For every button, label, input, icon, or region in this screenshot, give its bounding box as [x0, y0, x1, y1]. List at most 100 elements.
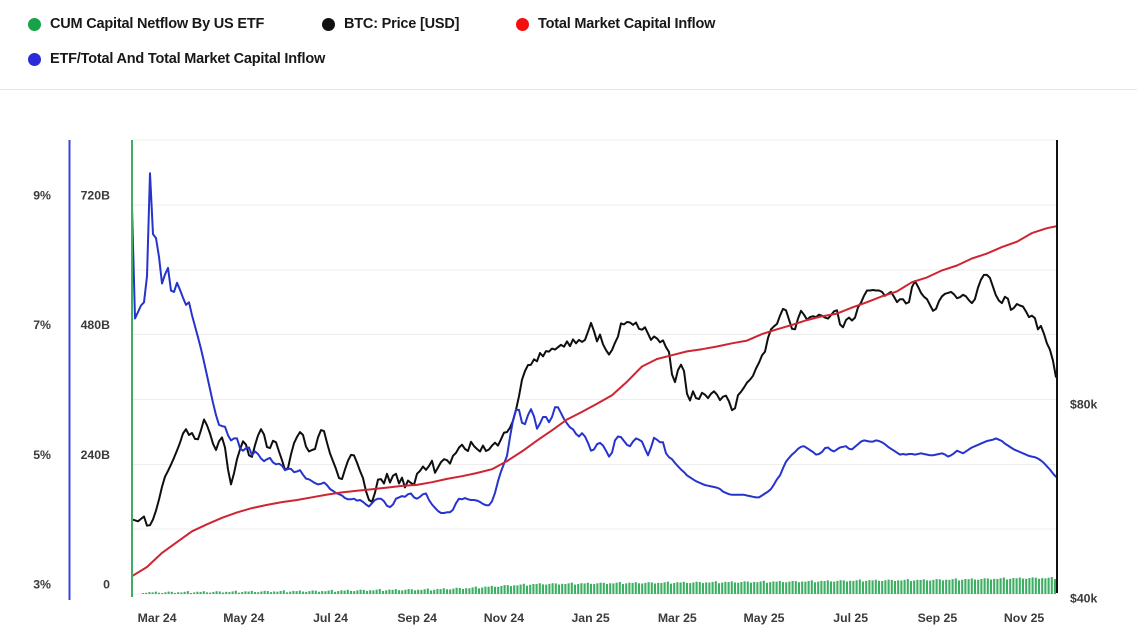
- netflow-bar: [378, 588, 381, 594]
- netflow-bar: [455, 587, 458, 594]
- netflow-bar: [692, 582, 695, 594]
- netflow-bar: [154, 591, 157, 594]
- netflow-bar: [1050, 577, 1053, 594]
- netflow-bar: [970, 578, 973, 594]
- netflow-bar: [689, 583, 692, 594]
- chart-canvas[interactable]: 3% 5% 7% 9% 0 240B 480B 720B $40k $80k Mar 24 May 2…: [0, 89, 1137, 634]
- netflow-bar: [1002, 577, 1005, 594]
- netflow-bar: [564, 584, 567, 594]
- legend-item-total_inflow[interactable]: Total Market Capital Inflow: [516, 14, 715, 34]
- netflow-bar: [1047, 577, 1050, 594]
- netflow-bar: [801, 581, 804, 594]
- legend-item-etf_ratio[interactable]: ETF/Total And Total Market Capital Inflo…: [28, 49, 325, 69]
- netflow-bar: [1034, 577, 1037, 594]
- netflow-bar: [161, 592, 164, 594]
- percent-tick-label: 9%: [33, 189, 51, 203]
- netflow-bar: [324, 591, 327, 594]
- netflow-bar: [493, 586, 497, 594]
- netflow-bar: [1041, 578, 1044, 594]
- netflow-bar: [762, 580, 765, 594]
- netflow-bar: [877, 580, 881, 594]
- netflow-bar: [535, 584, 538, 594]
- netflow-bar: [855, 580, 858, 594]
- netflow-bar: [148, 592, 151, 594]
- netflow-bar: [989, 579, 993, 594]
- netflow-bar: [845, 581, 849, 594]
- netflow-bar: [1005, 579, 1009, 594]
- netflow-bar: [353, 591, 356, 594]
- netflow-bar: [746, 581, 749, 594]
- netflow-bar: [906, 579, 909, 594]
- netflow-bar: [461, 588, 465, 594]
- x-tick-label: Nov 25: [1004, 611, 1044, 625]
- netflow-bar: [727, 582, 730, 594]
- netflow-bar: [1028, 578, 1031, 594]
- netflow-bar: [717, 583, 721, 594]
- netflow-bar: [180, 592, 183, 594]
- netflow-bar: [164, 592, 167, 594]
- netflow-bar: [388, 589, 391, 594]
- netflow-bar: [503, 585, 506, 594]
- netflow-bar: [935, 579, 938, 594]
- netflow-bar: [490, 585, 493, 594]
- netflow-bar: [957, 580, 961, 594]
- netflow-bar: [609, 583, 612, 594]
- netflow-bar: [893, 580, 897, 594]
- netflow-bar: [557, 584, 561, 594]
- netflow-bar: [417, 589, 420, 594]
- netflow-bar: [167, 591, 170, 594]
- netflow-bar: [791, 580, 794, 594]
- netflow-bar: [849, 580, 852, 594]
- legend-item-btc_price[interactable]: BTC: Price [USD]: [322, 14, 459, 34]
- netflow-bar: [621, 584, 625, 594]
- x-tick-label: May 24: [223, 611, 264, 625]
- netflow-bar: [740, 582, 743, 594]
- netflow-bar: [865, 580, 868, 594]
- netflow-bar: [903, 579, 906, 594]
- netflow-bar: [932, 579, 935, 594]
- netflow-bar: [423, 589, 426, 594]
- netflow-bar: [874, 579, 877, 594]
- netflow-bar: [257, 592, 260, 594]
- netflow-bar: [647, 582, 650, 594]
- netflow-bar: [340, 590, 343, 594]
- netflow-bar: [583, 583, 586, 594]
- netflow-bar: [541, 584, 545, 594]
- netflow-bar: [1009, 578, 1012, 594]
- netflow-bar: [429, 590, 433, 594]
- netflow-bar: [247, 591, 250, 594]
- netflow-bar: [545, 584, 548, 594]
- netflow-bar: [618, 582, 621, 594]
- netflow-bar: [615, 582, 618, 594]
- netflow-bar: [701, 583, 705, 594]
- netflow-bar: [186, 591, 189, 594]
- netflow-bar: [471, 587, 474, 594]
- percent-tick-label: 7%: [33, 318, 51, 332]
- netflow-bar: [945, 579, 948, 594]
- netflow-bar: [525, 585, 529, 594]
- netflow-bar: [724, 581, 727, 594]
- netflow-bar: [570, 582, 573, 594]
- netflow-bar: [404, 589, 407, 594]
- netflow-bar: [193, 592, 196, 594]
- netflow-bar: [612, 583, 615, 594]
- x-tick-label: Jul 25: [833, 611, 868, 625]
- netflow-bar: [330, 589, 333, 594]
- netflow-bar: [237, 592, 241, 594]
- netflow-bar: [996, 578, 999, 594]
- netflow-bar: [861, 581, 865, 594]
- netflow-bar: [820, 580, 823, 594]
- legend-item-etf_netflow[interactable]: CUM Capital Netflow By US ETF: [28, 14, 264, 34]
- netflow-bar: [765, 582, 769, 594]
- total_inflow-line: [131, 225, 1058, 578]
- netflow-bar: [375, 589, 378, 594]
- netflow-bar: [359, 589, 362, 594]
- netflow-bar: [644, 582, 647, 594]
- x-tick-label: Sep 24: [397, 611, 437, 625]
- netflow-bar: [349, 590, 353, 594]
- netflow-bar: [170, 591, 173, 594]
- netflow-bar: [909, 581, 913, 594]
- netflow-bar: [381, 590, 385, 594]
- netflow-bar: [881, 581, 884, 594]
- netflow-bar: [900, 580, 903, 594]
